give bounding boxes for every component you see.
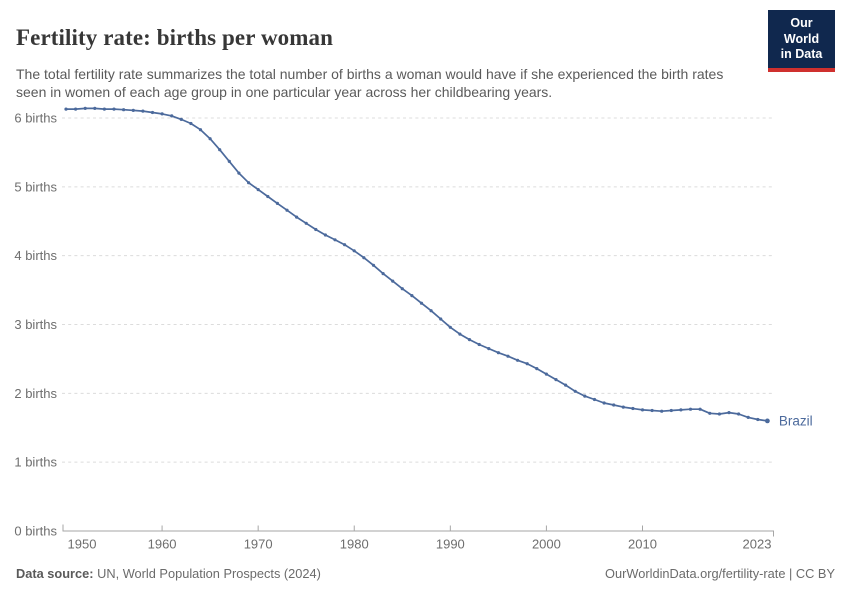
y-axis-labels: 0 births 1 births 2 births 3 births 4 births… [14,111,57,539]
owid-logo[interactable]: Our World in Data [768,10,835,72]
owid-logo-line1: Our World [783,16,820,46]
svg-text:1990: 1990 [436,537,465,552]
owid-logo-line2: in Data [780,47,823,62]
svg-text:2000: 2000 [532,537,561,552]
svg-text:4 births: 4 births [14,248,57,263]
svg-text:6 births: 6 births [14,111,57,126]
data-source-label: Data source: [16,566,94,581]
svg-text:5 births: 5 births [14,179,57,194]
svg-text:1970: 1970 [244,537,273,552]
fertility-chart: 0 births 1 births 2 births 3 births 4 births… [0,95,850,565]
x-axis-labels: 1950 1960 1970 1980 1990 2000 2010 2023 [68,537,772,552]
svg-text:1980: 1980 [340,537,369,552]
x-axis-ticks [161,525,643,531]
line-chart-svg[interactable]: 0 births 1 births 2 births 3 births 4 births… [0,95,850,565]
footer-credit-link[interactable]: OurWorldinData.org/fertility-rate | CC B… [605,566,835,581]
page-title: Fertility rate: births per woman [16,25,334,51]
data-source-value: UN, World Population Prospects (2024) [97,566,321,581]
brazil-entity-label: Brazil [779,413,813,428]
svg-text:1950: 1950 [68,537,97,552]
page-subtitle: The total fertility rate summarizes the … [16,66,724,101]
svg-text:1960: 1960 [148,537,177,552]
x-axis [62,524,774,537]
data-source: Data source: UN, World Population Prospe… [16,566,321,581]
svg-text:2023: 2023 [743,537,772,552]
svg-text:0 births: 0 births [14,524,57,539]
svg-text:2010: 2010 [628,537,657,552]
y-gridlines [62,117,772,463]
svg-text:3 births: 3 births [14,317,57,332]
svg-text:1 births: 1 births [14,455,57,470]
brazil-series-line[interactable] [65,107,769,422]
brazil-series-points[interactable] [64,106,770,424]
svg-text:2 births: 2 births [14,386,57,401]
